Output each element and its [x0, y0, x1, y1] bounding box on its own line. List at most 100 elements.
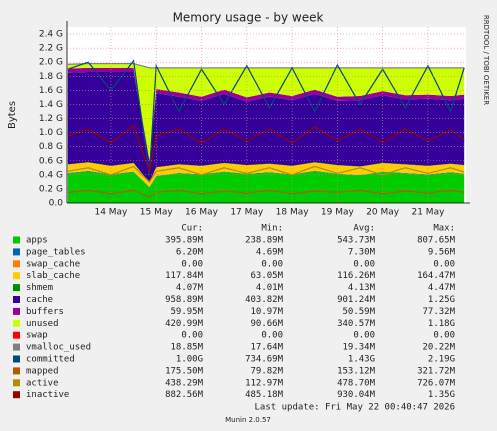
x-tick-label: 14 May: [94, 208, 128, 218]
line-committed: [67, 59, 465, 175]
legend-stat: 438.29M: [165, 378, 204, 388]
legend-stat: 0.00: [261, 259, 283, 269]
legend-label: active: [26, 378, 59, 388]
legend-swatch: [13, 367, 20, 375]
legend-stat: 2.19G: [428, 355, 455, 365]
x-tick-label: 16 May: [185, 208, 219, 218]
line-active: [67, 165, 465, 183]
legend-stat: 4.07M: [176, 283, 204, 293]
legend-header: Max:: [433, 224, 455, 234]
legend-stat: 321.72M: [417, 366, 456, 376]
legend-stat: 112.97M: [245, 378, 284, 388]
x-tick-label: 18 May: [276, 208, 310, 218]
legend-stat: 0.00: [261, 331, 283, 341]
area-slab-cache: [67, 162, 465, 188]
legend-stat: 20.22M: [422, 343, 455, 353]
legend-stat: 59.95M: [170, 307, 203, 317]
legend-stat: 175.50M: [165, 366, 204, 376]
y-tick-label: 2.4 G: [39, 30, 63, 40]
legend-stat: 340.57M: [337, 319, 376, 329]
legend-header: Cur:: [181, 224, 203, 234]
y-tick-label: 0.6 G: [39, 156, 63, 166]
legend-stat: 238.89M: [245, 236, 284, 246]
legend-stat: 50.59M: [342, 307, 375, 317]
legend-stat: 882.56M: [165, 390, 204, 400]
legend-stat: 4.01M: [256, 283, 284, 293]
legend-stat: 10.97M: [250, 307, 283, 317]
legend-stat: 117.84M: [165, 271, 204, 281]
legend-stat: 1.43G: [348, 355, 375, 365]
y-tick-label: 0.0: [49, 199, 64, 209]
line-mapped: [67, 189, 465, 199]
legend-stat: 4.13M: [348, 283, 376, 293]
legend-swatch: [13, 260, 20, 268]
legend-stat: 0.00: [181, 331, 203, 341]
legend-stat: 1.35G: [428, 390, 455, 400]
x-tick-label: 21 May: [411, 208, 445, 218]
y-tick-label: 1.0 G: [39, 128, 63, 138]
area-cache: [67, 72, 465, 183]
y-tick-label: 0.2 G: [39, 184, 63, 194]
legend-stat: 1.00G: [176, 355, 203, 365]
legend-label: mapped: [26, 366, 59, 376]
chart-title: Memory usage - by week: [173, 11, 324, 25]
legend-stat: 0.00: [353, 331, 375, 341]
watermark: RRDTOOL / TOBI OETIKER: [482, 15, 490, 105]
legend-stat: 930.04M: [337, 390, 376, 400]
legend-stat: 0.00: [433, 331, 455, 341]
y-tick-label: 1.6 G: [39, 86, 63, 96]
y-tick-label: 1.4 G: [39, 100, 63, 110]
legend-stat: 164.47M: [417, 271, 456, 281]
legend-stat: 958.89M: [165, 295, 204, 305]
legend-stat: 4.47M: [428, 283, 456, 293]
legend-label: vmalloc_used: [26, 343, 91, 353]
y-tick-label: 0.4 G: [39, 170, 63, 180]
legend-stat: 478.70M: [337, 378, 376, 388]
legend-label: swap_cache: [26, 259, 80, 269]
legend-swatch: [13, 379, 20, 387]
legend-stat: 807.65M: [417, 236, 456, 246]
legend-stat: 4.69M: [256, 247, 284, 257]
legend-stat: 420.99M: [165, 319, 204, 329]
legend-label: inactive: [26, 390, 69, 400]
legend-stat: 395.89M: [165, 236, 204, 246]
legend-label: swap: [26, 331, 48, 341]
x-tick-label: 17 May: [230, 208, 264, 218]
legend-stat: 1.25G: [428, 295, 455, 305]
legend-swatch: [13, 331, 20, 339]
legend-stat: 79.82M: [250, 366, 283, 376]
y-tick-label: 0.8 G: [39, 142, 63, 152]
legend-stat: 90.66M: [250, 319, 283, 329]
x-tick-label: 15 May: [140, 208, 174, 218]
legend-stat: 734.69M: [245, 355, 284, 365]
legend-swatch: [13, 272, 20, 280]
legend-stat: 18.85M: [170, 343, 203, 353]
x-tick-label: 20 May: [366, 208, 400, 218]
credit: Munin 2.0.57: [225, 416, 271, 424]
legend-label: slab_cache: [26, 271, 80, 281]
legend-swatch: [13, 391, 20, 399]
legend-stat: 901.24M: [337, 295, 376, 305]
area-buffers: [67, 67, 465, 162]
legend-swatch: [13, 248, 20, 256]
legend-swatch: [13, 284, 20, 292]
legend-header: Avg:: [353, 224, 375, 234]
legend-stat: 726.07M: [417, 378, 456, 388]
legend-stat: 403.82M: [245, 295, 284, 305]
legend-label: committed: [26, 355, 75, 365]
area-apps: [67, 171, 465, 203]
legend-swatch: [13, 343, 20, 351]
area-vmalloc-used: [67, 62, 465, 69]
legend-label: cache: [26, 295, 53, 305]
legend-stat: 19.34M: [342, 343, 375, 353]
legend-stat: 116.26M: [337, 271, 376, 281]
legend-stat: 543.73M: [337, 236, 376, 246]
x-tick-label: 19 May: [321, 208, 355, 218]
legend-stat: 9.56M: [428, 247, 456, 257]
y-tick-label: 2.2 G: [39, 44, 63, 54]
legend-swatch: [13, 355, 20, 363]
legend-stat: 485.18M: [245, 390, 284, 400]
legend-stat: 63.05M: [250, 271, 283, 281]
legend-header: Min:: [261, 224, 283, 234]
legend-stat: 153.12M: [337, 366, 376, 376]
